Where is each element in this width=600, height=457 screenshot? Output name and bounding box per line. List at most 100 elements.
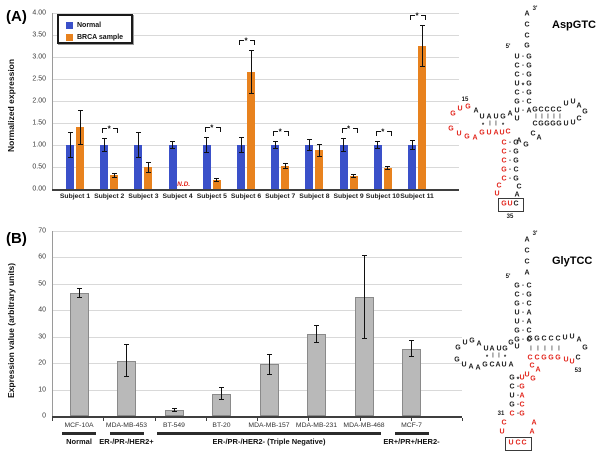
nucleotide-U: U (501, 361, 507, 369)
nucleotide-U: U (508, 439, 514, 447)
nucleotide-U: U (514, 107, 520, 115)
nucleotide-53: 53 (574, 368, 582, 374)
panel-a-gridline (52, 79, 459, 80)
panel-b-group-label: ER-/PR-/HER2- (Triple Negative) (212, 437, 326, 446)
nucleotide-A: A (473, 107, 479, 115)
nucleotide-A: A (468, 363, 474, 371)
nucleotide-G: G (548, 354, 554, 362)
panel-a-x-label: Subject 9 (333, 193, 364, 200)
panel-a-err-brca-2-line (113, 173, 115, 178)
panel-a-err-brca-2-cap-top (111, 173, 117, 175)
panel-a-err-brca-9-cap-bottom (351, 177, 357, 178)
panel-a-legend: Normal BRCA sample (57, 14, 133, 44)
panel-a-y-tick: 3.00 (32, 53, 46, 61)
panel-b-x-label: MDA-MB-157 (248, 422, 290, 429)
nucleotide-G: G (523, 141, 529, 149)
panel-a-sig-star-2: * (107, 124, 111, 134)
panel-a-bar-normal-2 (100, 145, 109, 189)
panel-b-gridline (52, 231, 462, 232)
panel-a-err-normal-11-cap-bottom (409, 149, 415, 151)
panel-a-err-brca-9-cap-top (351, 173, 357, 175)
base-pair-mark: | (535, 113, 537, 120)
base-pair-mark: | (498, 352, 500, 359)
panel-a-err-brca-10-cap-top (385, 165, 391, 167)
nucleotide-G: G (532, 106, 538, 114)
panel-a-err-normal-10-cap-bottom (375, 148, 381, 150)
panel-b-x-label: MCF-10A (64, 422, 94, 429)
nucleotide-G: G (519, 410, 525, 418)
panel-a-x-axis (52, 189, 459, 191)
panel-a-y-tick: 2.50 (32, 75, 46, 83)
panel-a-x-label: Subject 7 (265, 193, 296, 200)
base-pair-mark: | (541, 113, 543, 120)
panel-a-y-tick: 0.50 (32, 163, 46, 171)
panel-b-err-MCF-7-cap-top (409, 340, 414, 342)
base-pair-mark: * (503, 355, 507, 361)
base-pair-mark: - (517, 402, 519, 408)
nucleotide-G: G (555, 354, 561, 362)
panel-a-err-brca-5-cap-bottom (214, 180, 220, 182)
nucleotide-G: G (527, 335, 533, 343)
nucleotide-C: C (514, 89, 520, 97)
base-pair-mark: | (530, 345, 532, 352)
panel-b-label: (B) (6, 230, 27, 247)
panel-b-y-tick: 60 (38, 253, 46, 261)
panel-b-err-BT-549-cap-bottom (171, 411, 177, 413)
base-pair-mark: * (485, 355, 489, 361)
panel-a-bar-brca-1 (76, 127, 84, 189)
panel-b-y-axis (52, 231, 53, 418)
panel-a-err-brca-7-cap-top (282, 163, 288, 165)
nucleotide-C: C (529, 362, 535, 370)
panel-a-gridline (52, 13, 459, 14)
nucleotide-U: U (509, 392, 515, 400)
panel-a-sig-star-10: * (381, 127, 385, 137)
base-pair-mark: - (522, 301, 524, 307)
panel-b-y-tick: 0 (42, 412, 46, 420)
panel-a-err-normal-6-line (240, 136, 242, 154)
nucleotide-U: U (483, 345, 489, 353)
trna-structure-glytcc: GlyTCC 3' A C C A 5' G - C C - G G - C U - A U - A G - C G - C U G G U… (448, 228, 600, 456)
base-pair-mark: | (489, 120, 491, 127)
panel-b-err-BT-20-cap-top (219, 387, 224, 389)
nucleotide-U: U (514, 80, 520, 88)
nucleotide-U: U (479, 113, 485, 121)
panel-a-err-brca-5-line (216, 178, 218, 182)
trna-structure-aspgtc: AspGTC 3' A C C G 5' U - G C - G C - G U * G C - G G - C U - A U A G U… (448, 0, 600, 228)
nucleotide-U: U (496, 345, 502, 353)
nucleotide-C: C (501, 175, 507, 183)
panel-a-x-label: Subject 5 (196, 193, 227, 200)
base-pair-mark: - (509, 149, 511, 155)
nucleotide-31: 31 (497, 411, 505, 417)
panel-a-bar-brca-2 (110, 175, 119, 189)
panel-a-y-tick: 1.00 (32, 141, 46, 149)
nucleotide-G: G (524, 42, 530, 50)
nucleotide-C: C (513, 200, 519, 208)
nucleotide-C: C (526, 327, 532, 335)
panel-a-y-tick: 0.00 (32, 185, 46, 193)
nucleotide-C: C (526, 336, 532, 344)
anticodon-box-GUC (498, 198, 524, 212)
nucleotide-G: G (526, 62, 532, 70)
panel-a-err-normal-5-line (206, 136, 208, 154)
panel-a-sig-star-6: * (244, 36, 248, 46)
panel-a-err-normal-8-cap-top (306, 139, 312, 141)
panel-a-err-brca-11-cap-top (419, 24, 425, 26)
nucleotide-U: U (569, 358, 575, 366)
panel-a-y-tick: 1.50 (32, 119, 46, 127)
panel-a-bar-normal-8 (305, 145, 314, 189)
panel-b-group-label: ER+/PR+/HER2- (383, 437, 440, 446)
base-pair-mark: | (558, 345, 560, 352)
panel-a-y-tick: 3.50 (32, 31, 46, 39)
nucleotide-G: G (502, 345, 508, 353)
legend-label-brca: BRCA sample (77, 33, 124, 41)
panel-b-err-MDA-MB-157-cap-bottom (266, 374, 272, 376)
nucleotide-A: A (495, 361, 501, 369)
panel-a-err-normal-2-cap-top (101, 137, 107, 139)
nucleotide-G: G (508, 339, 514, 347)
nucleotide-C: C (534, 354, 540, 362)
nucleotide-U: U (499, 428, 505, 436)
nucleotide-5': 5' (505, 44, 511, 50)
nucleotide-C: C (505, 128, 511, 136)
base-pair-mark: - (509, 167, 511, 173)
